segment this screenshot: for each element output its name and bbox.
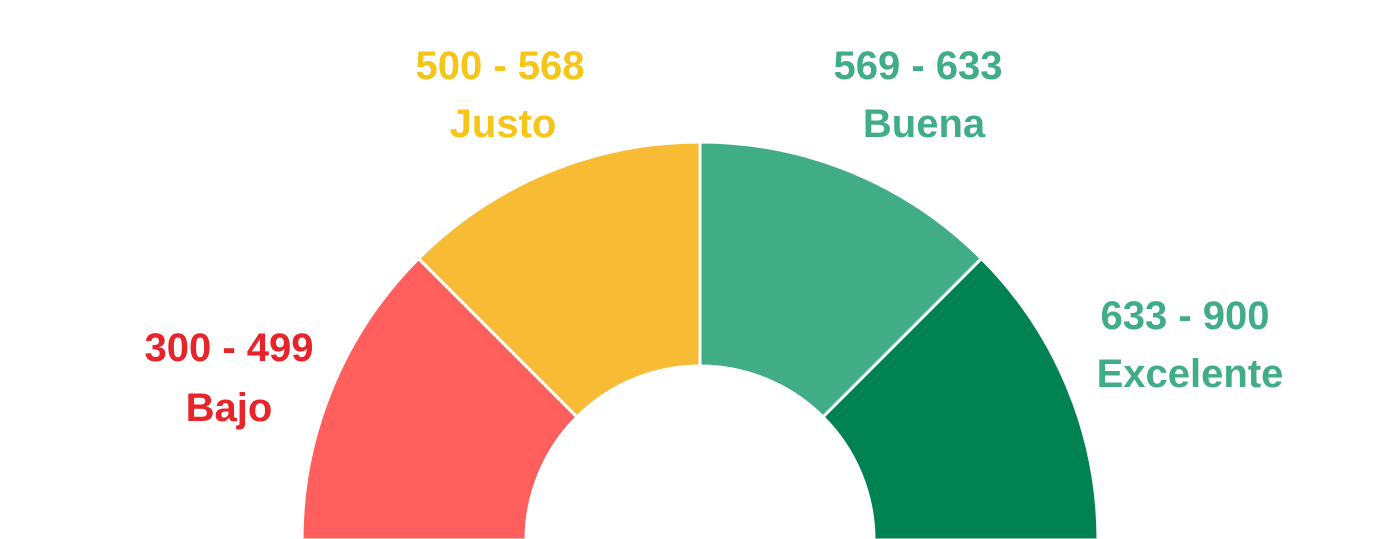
segment-range-excelente: 633 - 900	[1100, 294, 1269, 338]
gauge-segment-bajo	[300, 256, 580, 539]
segment-range-justo: 500 - 568	[415, 44, 584, 88]
gauge-segment-buena	[698, 140, 984, 420]
segment-label-justo: 500 - 568 Justo	[415, 44, 584, 146]
gauge-segment-excelente	[820, 256, 1100, 539]
segment-label-bajo: 300 - 499 Bajo	[144, 326, 313, 430]
segment-label-excelente: 633 - 900 Excelente	[1097, 294, 1284, 396]
segment-label-buena: 569 - 633 Buena	[833, 44, 1002, 146]
gauge-arcs	[300, 140, 1100, 539]
segment-name-excelente: Excelente	[1097, 352, 1284, 396]
segment-range-buena: 569 - 633	[833, 44, 1002, 88]
segment-name-bajo: Bajo	[186, 386, 273, 430]
segment-name-justo: Justo	[450, 102, 557, 146]
segment-name-buena: Buena	[863, 102, 986, 146]
gauge-segment-justo	[416, 140, 702, 420]
segment-range-bajo: 300 - 499	[144, 326, 313, 370]
